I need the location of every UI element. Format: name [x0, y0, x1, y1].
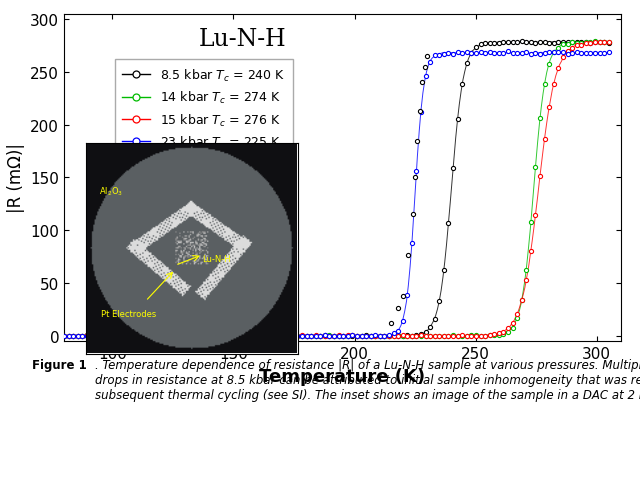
Text: Figure 1: Figure 1 [32, 359, 87, 372]
Text: Lu-N-H: Lu-N-H [198, 28, 286, 51]
Text: Lu-N-H: Lu-N-H [203, 255, 231, 264]
Legend: 8.5 kbar $T_c$ = 240 K, 14 kbar $T_c$ = 274 K, 15 kbar $T_c$ = 276 K, 23 kbar $T: 8.5 kbar $T_c$ = 240 K, 14 kbar $T_c$ = … [115, 60, 292, 158]
X-axis label: Temperature (K): Temperature (K) [259, 367, 426, 385]
Y-axis label: |R (mΩ)|: |R (mΩ)| [6, 143, 24, 213]
Text: $\mathrm{Al_2O_3}$: $\mathrm{Al_2O_3}$ [99, 185, 123, 198]
Text: . Temperature dependence of resistance |R| of a Lu-N-H sample at various pressur: . Temperature dependence of resistance |… [95, 359, 640, 402]
Text: Pt Electrodes: Pt Electrodes [101, 309, 156, 318]
